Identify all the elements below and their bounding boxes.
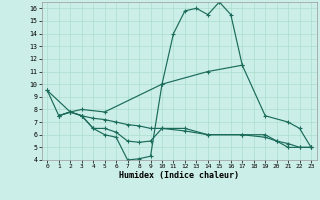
X-axis label: Humidex (Indice chaleur): Humidex (Indice chaleur)	[119, 171, 239, 180]
